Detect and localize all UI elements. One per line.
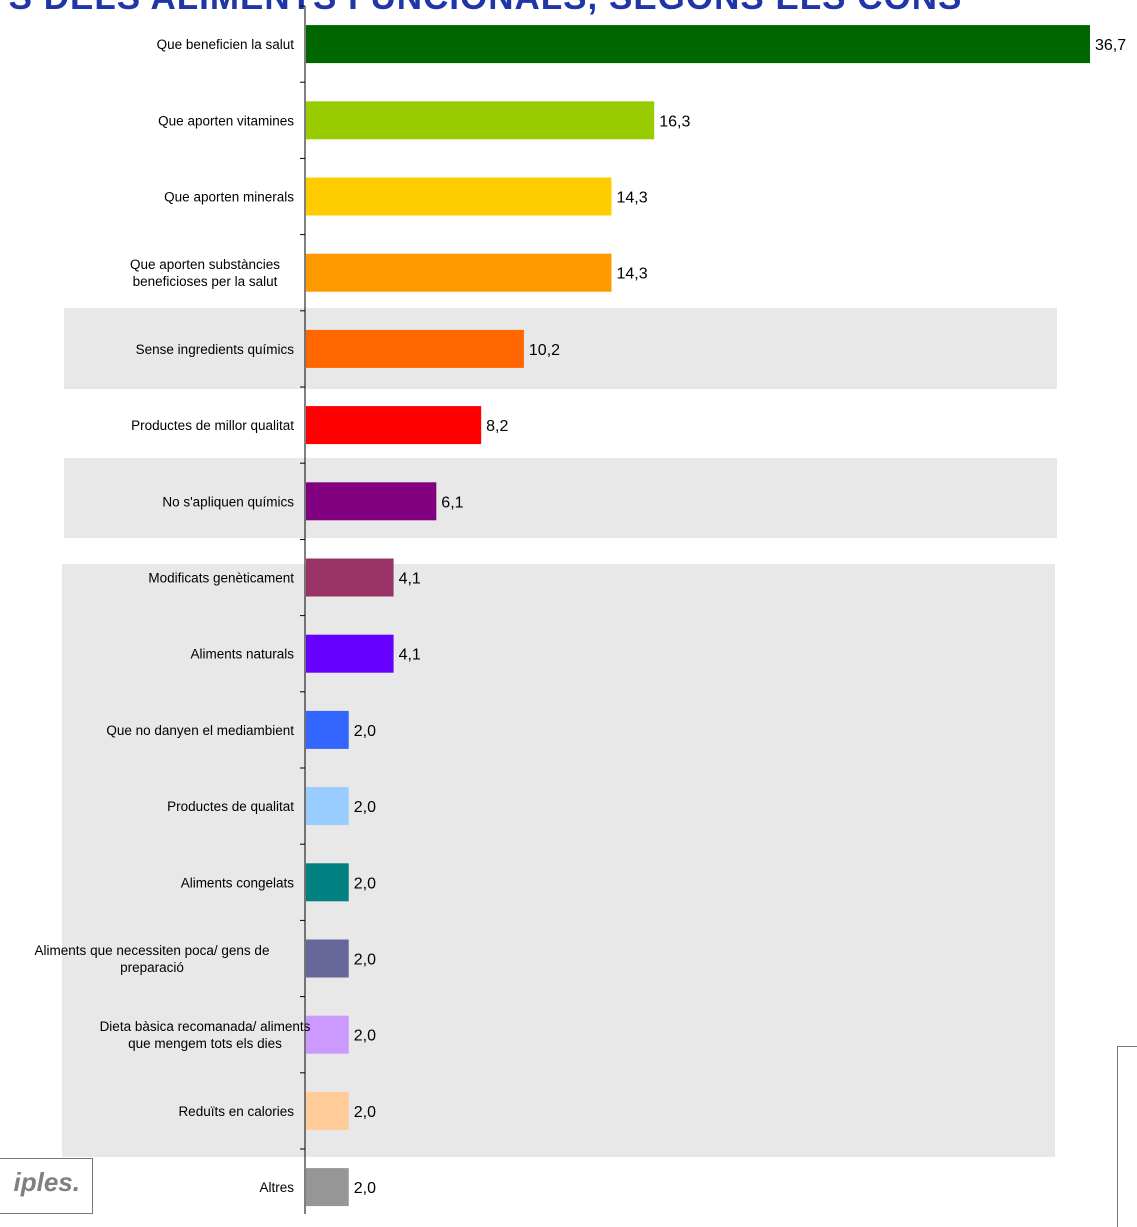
category-label: Que aporten substàncies beneficioses per … bbox=[130, 257, 280, 289]
corner-frame bbox=[1117, 1046, 1137, 1227]
highlight-band bbox=[62, 564, 1055, 1157]
bar bbox=[306, 787, 349, 826]
category-label: No s'apliquen químics bbox=[162, 494, 294, 509]
category-label: Aliments congelats bbox=[181, 875, 295, 890]
category-label: Productes de millor qualitat bbox=[131, 418, 294, 433]
data-label: 2,0 bbox=[354, 1104, 376, 1121]
bar bbox=[306, 253, 612, 292]
chart-title: UTS DELS ALIMENTS FUNCIONALS, SEGONS ELS… bbox=[0, 0, 1137, 18]
data-label: 2,0 bbox=[354, 799, 376, 816]
data-label: 2,0 bbox=[354, 1028, 376, 1045]
category-label: Productes de qualitat bbox=[167, 799, 294, 814]
category-label: Aliments naturals bbox=[190, 647, 294, 662]
category-label: Que beneficien la salut bbox=[157, 37, 295, 52]
bar bbox=[306, 939, 349, 978]
data-label: 16,3 bbox=[659, 113, 690, 130]
bar bbox=[306, 25, 1090, 64]
bar bbox=[306, 406, 482, 445]
data-label: 6,1 bbox=[441, 494, 463, 511]
data-label: 2,0 bbox=[354, 875, 376, 892]
data-label: 2,0 bbox=[354, 723, 376, 740]
footnote-text: iples. bbox=[13, 1167, 80, 1197]
category-label: Sense ingredients químics bbox=[136, 342, 295, 357]
bar bbox=[306, 482, 437, 521]
category-label: Que aporten minerals bbox=[164, 190, 294, 205]
category-label: Altres bbox=[259, 1180, 294, 1195]
data-label: 14,3 bbox=[616, 190, 647, 207]
category-label: Reduïts en calories bbox=[178, 1104, 294, 1119]
category-label: Dieta bàsica recomanada/ aliments que men… bbox=[100, 1019, 311, 1051]
bar bbox=[306, 101, 655, 140]
data-label: 2,0 bbox=[354, 952, 376, 969]
bar bbox=[306, 177, 612, 216]
bar bbox=[306, 634, 394, 673]
data-label: 8,2 bbox=[486, 418, 508, 435]
bar bbox=[306, 558, 394, 597]
category-label: Aliments que necessiten poca/ gens de pre… bbox=[35, 943, 270, 975]
data-label: 36,7 bbox=[1095, 37, 1126, 54]
data-label: 10,2 bbox=[529, 342, 560, 359]
bar bbox=[306, 1015, 349, 1054]
bar bbox=[306, 1091, 349, 1130]
data-label: 14,3 bbox=[616, 266, 647, 283]
bar bbox=[306, 329, 524, 368]
bar bbox=[306, 1168, 349, 1207]
footnote-box: iples. bbox=[0, 1158, 93, 1214]
bar bbox=[306, 863, 349, 902]
data-label: 4,1 bbox=[399, 571, 421, 588]
category-label: Que aporten vitamines bbox=[158, 113, 294, 128]
data-label: 2,0 bbox=[354, 1180, 376, 1197]
category-label: Modificats genèticament bbox=[148, 571, 294, 586]
bar bbox=[306, 710, 349, 749]
highlight-band bbox=[64, 308, 1057, 389]
highlight-band bbox=[64, 458, 1057, 538]
data-label: 4,1 bbox=[399, 647, 421, 664]
category-label: Que no danyen el mediambient bbox=[106, 723, 294, 738]
